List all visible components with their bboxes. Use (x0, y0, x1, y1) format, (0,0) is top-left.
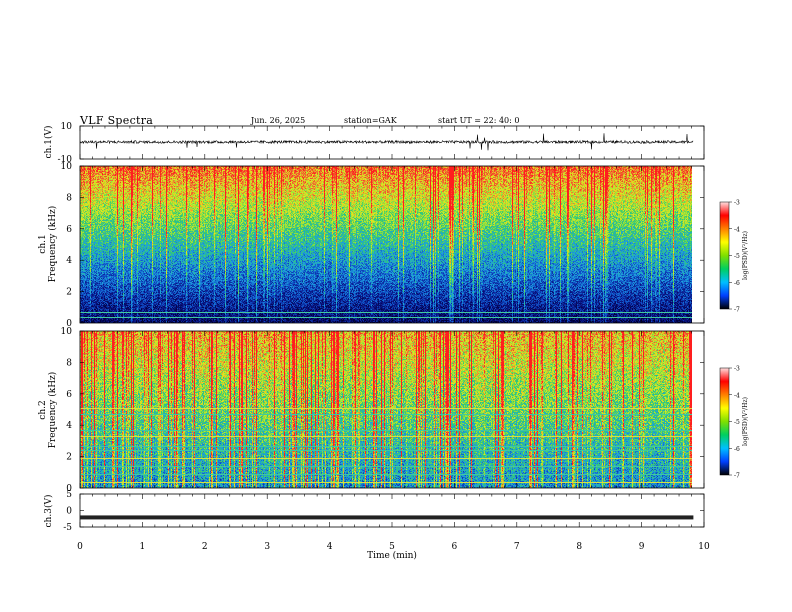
x-tick-label: 7 (514, 542, 520, 552)
x-tick-label: 5 (389, 542, 395, 552)
y-tick-label: -5 (63, 523, 72, 533)
colorbar-tick-label: -5 (734, 253, 740, 260)
y-tick-label: 4 (66, 256, 72, 266)
station-label: station=GAK (344, 116, 397, 125)
colorbar-tick-label: -3 (734, 200, 740, 207)
colorbar-label: log(PSD)(V²/Hz) (742, 397, 749, 446)
panel-frame (79, 165, 705, 324)
colorbar-label: log(PSD)(V²/Hz) (742, 231, 749, 280)
x-tick-label: 8 (576, 542, 582, 552)
ch2-spec-ylabel-top: ch.2 (38, 400, 48, 419)
ch1-spectrogram (80, 166, 692, 323)
colorbar-tick-label: -4 (734, 226, 740, 233)
colorbar-tick-label: -7 (734, 307, 740, 314)
y-tick-label: 10 (61, 327, 73, 337)
x-tick-label: 2 (202, 542, 208, 552)
plot-title: VLF Spectra (80, 114, 154, 127)
ch1-spec-ylabel-top: ch.1 (38, 234, 48, 253)
x-tick-label: 0 (77, 542, 83, 552)
y-tick-label: 6 (66, 225, 72, 235)
x-axis-label: Time (min) (367, 550, 417, 561)
colorbar-tick-label: -3 (734, 366, 740, 373)
ch2-colorbar (720, 368, 729, 475)
y-tick-label: 10 (61, 122, 73, 132)
x-tick-label: 3 (264, 542, 270, 552)
colorbar-tick-label: -5 (734, 419, 740, 426)
ch1-waveform-line (80, 133, 694, 151)
y-tick-label: 0 (66, 319, 72, 329)
colorbar-tick-label: -7 (734, 473, 740, 480)
y-tick-label: 0 (66, 507, 72, 517)
x-tick-label: 6 (452, 542, 458, 552)
y-tick-label: 8 (66, 358, 72, 368)
panel-frame (79, 330, 705, 489)
colorbar-tick-label: -6 (734, 446, 740, 453)
ch2-spec-ylabel: Frequency (kHz) (47, 372, 58, 449)
colorbar-frame (719, 201, 730, 310)
y-tick-label: 2 (66, 453, 72, 463)
x-tick-label: 9 (639, 542, 645, 552)
colorbar-frame (719, 367, 730, 476)
y-tick-label: 0 (66, 484, 72, 494)
ch1-colorbar (720, 202, 729, 309)
y-tick-label: 10 (61, 162, 73, 172)
y-tick-label: 6 (66, 390, 72, 400)
ch1-spec-ylabel: Frequency (kHz) (47, 206, 58, 283)
colorbar-tick-label: -4 (734, 392, 740, 399)
ch3-waveform-line (80, 515, 694, 520)
y-tick-label: 2 (66, 288, 72, 298)
y-tick-label: 4 (66, 421, 72, 431)
ch2-spectrogram (80, 331, 692, 488)
ch3-ylabel: ch.3(V) (43, 495, 54, 528)
x-tick-label: 10 (698, 542, 710, 552)
colorbar-tick-label: -6 (734, 280, 740, 287)
x-tick-label: 1 (140, 542, 146, 552)
date-label: Jun. 26, 2025 (251, 116, 306, 125)
y-tick-label: -10 (58, 155, 73, 165)
ch1-ylabel: ch.1(V) (43, 126, 54, 159)
start-time-label: start UT = 22: 40: 0 (438, 116, 520, 125)
y-tick-label: 5 (66, 490, 72, 500)
y-tick-label: 8 (66, 193, 72, 203)
x-tick-label: 4 (327, 542, 333, 552)
